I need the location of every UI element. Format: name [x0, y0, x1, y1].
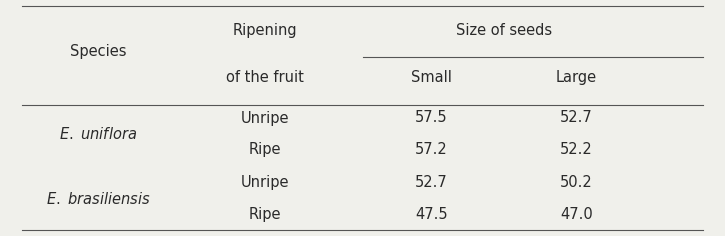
Text: Ripening: Ripening — [232, 23, 297, 38]
Text: Ripe: Ripe — [249, 142, 281, 157]
Text: 52.2: 52.2 — [560, 142, 593, 157]
Text: 52.7: 52.7 — [560, 110, 593, 126]
Text: 52.7: 52.7 — [415, 175, 448, 190]
Text: 57.2: 57.2 — [415, 142, 448, 157]
Text: Ripe: Ripe — [249, 207, 281, 222]
Text: $\it{E.}$ $\it{brasiliensis}$: $\it{E.}$ $\it{brasiliensis}$ — [46, 191, 150, 207]
Text: 57.5: 57.5 — [415, 110, 447, 126]
Text: 47.0: 47.0 — [560, 207, 593, 222]
Text: Species: Species — [70, 44, 126, 59]
Text: Unripe: Unripe — [241, 110, 289, 126]
Text: of the fruit: of the fruit — [225, 70, 304, 85]
Text: 47.5: 47.5 — [415, 207, 447, 222]
Text: Size of seeds: Size of seeds — [456, 23, 552, 38]
Text: 50.2: 50.2 — [560, 175, 593, 190]
Text: Unripe: Unripe — [241, 175, 289, 190]
Text: Large: Large — [556, 70, 597, 85]
Text: $\it{E.}$ $\it{uniflora}$: $\it{E.}$ $\it{uniflora}$ — [59, 126, 137, 142]
Text: Small: Small — [411, 70, 452, 85]
